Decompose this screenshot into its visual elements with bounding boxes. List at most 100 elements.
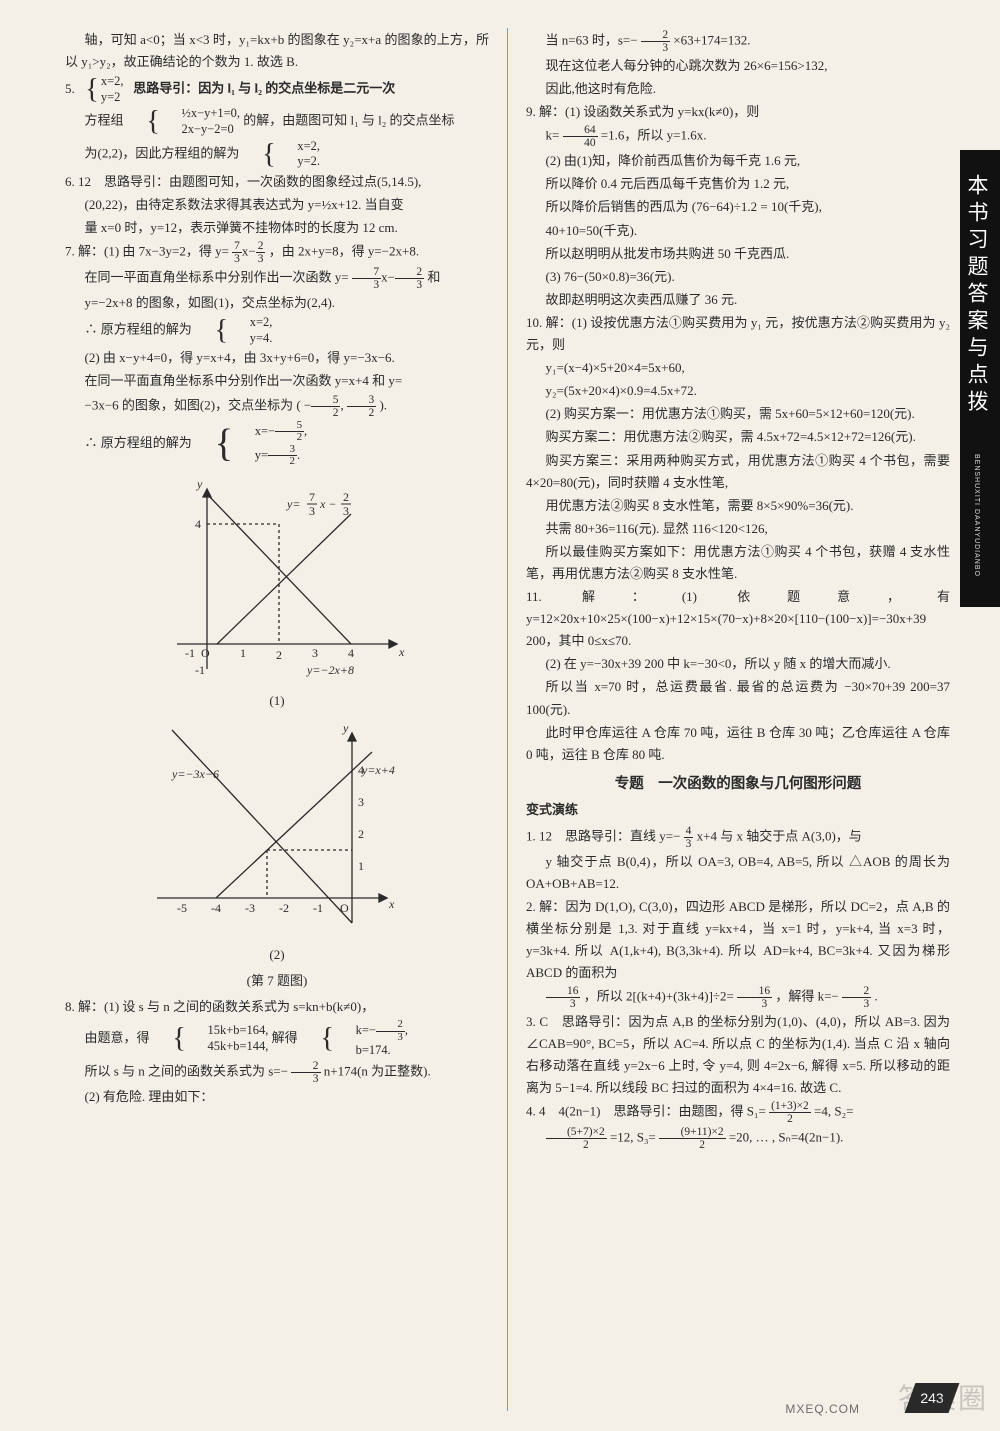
svg-text:y=x+4: y=x+4 [361,763,395,777]
figure-caption: (第 7 题图) [65,970,489,992]
svg-text:7: 7 [309,490,315,504]
svg-text:y=−3x−6: y=−3x−6 [171,767,219,781]
text: 2. 解：因为 D(1,O), C(3,0)，四边形 ABCD 是梯形，所以 D… [526,896,950,984]
text: 为(2,2)，因此方程组的解为 { x=2, y=2. [65,139,489,170]
svg-text:4: 4 [348,646,354,660]
text: 由题意，得 { 15k+b=164, 45k+b=144, 解得 { k=−23… [65,1019,489,1059]
text: 当 n=63 时，s=− 23 ×63+174=132. [526,29,950,54]
svg-text:x −: x − [319,497,336,511]
side-tab: 本书习题答案与点拨 BENSHUXITI DAANYUDIANBO [960,150,1000,607]
svg-text:3: 3 [343,504,349,518]
text: 此时甲仓库运往 A 仓库 70 吨，运往 B 仓库 30 吨；乙仓库运往 A 仓… [526,722,950,766]
text: (2) 有危险. 理由如下： [65,1086,489,1108]
svg-text:2: 2 [343,490,349,504]
figure-7-2: y x -5-4 -3-2 -1O 12 34 y=−3x−6 y=x+4 [137,718,417,938]
text: 11. 解：(1) 依题意，有 y=12×20x+10×25×(100−x)+1… [526,586,950,652]
text: (2) 购买方案一：用优惠方法①购买，需 5x+60=5×12+60=120(元… [526,403,950,425]
equation-system: { ½x−y+1=0, 2x−y−2=0 [127,106,240,137]
svg-text:-4: -4 [211,901,221,915]
equation-system: { x=2, y=2 [85,74,123,105]
svg-text:4: 4 [195,517,201,531]
text: (20,22)，由待定系数法求得其表达式为 y=½x+12. 当自变 [65,194,489,216]
svg-text:-5: -5 [177,901,187,915]
text: 所以 s 与 n 之间的函数关系式为 s=− 23 n+174(n 为正整数). [65,1060,489,1085]
svg-text:y=: y= [286,497,300,511]
sub-title: 变式演练 [526,799,950,821]
right-column: 当 n=63 时，s=− 23 ×63+174=132. 现在这位老人每分钟的心… [526,28,950,1411]
svg-text:3: 3 [358,795,364,809]
svg-text:-1: -1 [195,663,205,677]
text: 轴，可知 a<0；当 x<3 时，y₁=kx+b 的图象在 y₂=x+a 的图象… [65,29,489,73]
equation-system: { x=2, y=2. [243,139,320,170]
text: 用优惠方法②购买 8 支水性笔，需要 8×5×90%=36(元). [526,495,950,517]
text: 7. 解：(1) 由 7x−3y=2，得 y= 73x−23 ，由 2x+y=8… [65,240,489,265]
text: 5. { x=2, y=2 思路导引：因为 l₁ 与 l₂ 的交点坐标是二元一次 [65,74,489,105]
text: (2) 由 x−y+4=0，得 y=x+4，由 3x+y+6=0，得 y=−3x… [65,347,489,369]
svg-text:3: 3 [309,504,315,518]
text: 共需 80+36=116(元). 显然 116<120<126, [526,518,950,540]
text: 购买方案三：采用两种购买方式，用优惠方法①购买 4 个书包，需要 4×20=80… [526,450,950,494]
text: (2) 由(1)知，降价前西瓜售价为每千克 1.6 元, [526,150,950,172]
text: (5+7)×22 =12, S₃= (9+11)×22 =20, … , Sₙ=… [526,1126,950,1151]
text: 8. 解：(1) 设 s 与 n 之间的函数关系式为 s=kn+b(k≠0)， [65,996,489,1018]
svg-text:y: y [196,477,203,491]
text: 10. 解：(1) 设按优惠方法①购买费用为 y₁ 元，按优惠方法②购买费用为 … [526,312,950,356]
section-title: 专题 一次函数的图象与几何图形问题 [526,772,950,797]
text: 40+10=50(千克). [526,220,950,242]
text: 6. 12 思路导引：由题图可知，一次函数的图象经过点(5,14.5), [65,171,489,193]
text: ∴ 原方程组的解为 { x=−52, y=32. [65,420,489,468]
text: ∴ 原方程组的解为 { x=2, y=4. [65,315,489,346]
text: 1. 12 思路导引：直线 y=− 43 x+4 与 x 轴交于点 A(3,0)… [526,825,950,850]
text: 所以当 x=70 时，总运费最省. 最省的总运费为 −30×70+39 200=… [526,676,950,720]
text: 3. C 思路导引：因为点 A,B 的坐标分别为(1,0)、(4,0)，所以 A… [526,1011,950,1099]
svg-text:-1: -1 [185,646,195,660]
figure-7-1: y x -1O 12 34 4-1 y= 73 x − 23 y=−2x+8 [137,474,417,684]
text: (3) 76−(50×0.8)=36(元). [526,266,950,288]
text: y₂=(5x+20×4)×0.9=4.5x+72. [526,380,950,402]
figure-caption: (2) [65,944,489,966]
text: 所以赵明明从批发市场共购进 50 千克西瓜. [526,243,950,265]
svg-text:2: 2 [276,648,282,662]
svg-text:1: 1 [240,646,246,660]
page-number: 243 [910,1383,954,1413]
tab-title: 本书习题答案与点拨 [965,174,988,417]
text: (2) 在 y=−30x+39 200 中 k=−30<0，所以 y 随 x 的… [526,653,950,675]
text: k= 6440 =1.6，所以 y=1.6x. [526,124,950,149]
tab-pinyin: BENSHUXITI DAANYUDIANBO [973,454,980,577]
text: y 轴交于点 B(0,4)，所以 OA=3, OB=4, AB=5, 所以 △A… [526,851,950,895]
text: 4. 4 4(2n−1) 思路导引：由题图，得 S₁= (1+3)×22 =4,… [526,1100,950,1125]
svg-text:y=−2x+8: y=−2x+8 [306,663,354,677]
text: −3x−6 的图象，如图(2)，交点坐标为 ( −52, 32 ). [65,394,489,419]
svg-text:x: x [388,897,395,911]
text: 163 ，所以 2[(k+4)+(3k+4)]÷2= 163 ，解得 k=− 2… [526,985,950,1010]
page: 轴，可知 a<0；当 x<3 时，y₁=kx+b 的图象在 y₂=x+a 的图象… [0,0,1000,1431]
text: 在同一平面直角坐标系中分别作出一次函数 y=x+4 和 y= [65,370,489,392]
text: 所以降价后销售的西瓜为 (76−64)÷1.2 = 10(千克), [526,196,950,218]
text: 购买方案二：用优惠方法②购买，需 4.5x+72=4.5×12+72=126(元… [526,426,950,448]
svg-text:y: y [342,721,349,735]
figure-caption: (1) [65,690,489,712]
svg-text:x: x [398,645,405,659]
svg-text:-3: -3 [245,901,255,915]
text: 现在这位老人每分钟的心跳次数为 26×6=156>132, [526,55,950,77]
text: 方程组 { ½x−y+1=0, 2x−y−2=0 的解，由题图可知 l₁ 与 l… [65,106,489,137]
text: 量 x=0 时，y=12，表示弹簧不挂物体时的长度为 12 cm. [65,217,489,239]
svg-text:-1: -1 [313,901,323,915]
svg-text:1: 1 [358,859,364,873]
footer-url: MXEQ.COM [785,1399,860,1419]
text: y₁=(x−4)×5+20×4=5x+60, [526,357,950,379]
page-number-badge: 243 [905,1383,960,1413]
text: y=−2x+8 的图象，如图(1)，交点坐标为(2,4). [65,292,489,314]
svg-text:3: 3 [312,646,318,660]
text: 故即赵明明这次卖西瓜赚了 36 元. [526,289,950,311]
left-column: 轴，可知 a<0；当 x<3 时，y₁=kx+b 的图象在 y₂=x+a 的图象… [65,28,489,1411]
column-divider [507,28,508,1411]
text: 因此,他这时有危险. [526,78,950,100]
svg-text:O: O [201,646,210,660]
svg-text:2: 2 [358,827,364,841]
text: 所以最佳购买方案如下：用优惠方法①购买 4 个书包，获赠 4 支水性笔，再用优惠… [526,541,950,585]
text: 9. 解：(1) 设函数关系式为 y=kx(k≠0)，则 [526,101,950,123]
text: 在同一平面直角坐标系中分别作出一次函数 y= 73x−23 和 [65,266,489,291]
text: 所以降价 0.4 元后西瓜每千克售价为 1.2 元, [526,173,950,195]
svg-text:-2: -2 [279,901,289,915]
